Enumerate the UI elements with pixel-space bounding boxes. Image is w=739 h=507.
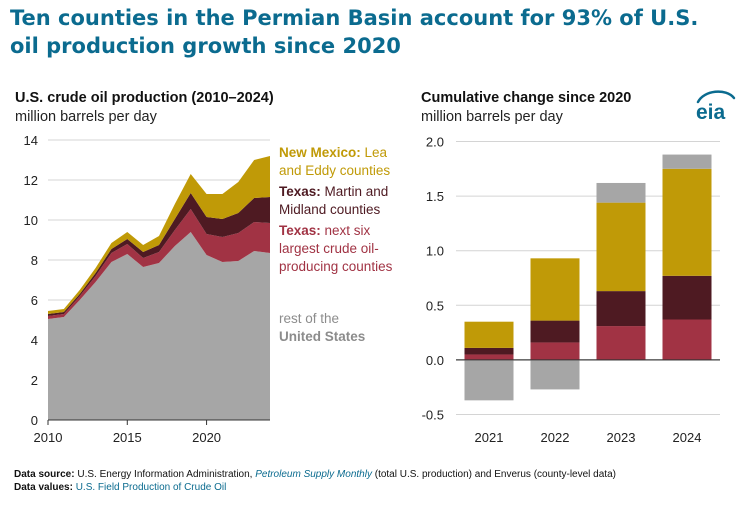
bar-texas_six-2021 (464, 354, 514, 360)
label-new-mexico-line2: and Eddy counties (279, 163, 390, 178)
bar-rest_us-2021 (464, 359, 514, 401)
bar-texas_six-2023 (596, 326, 646, 360)
y-tick-label: 0.5 (426, 298, 444, 313)
y-tick-label: 14 (24, 133, 38, 148)
x-tick-label: 2020 (192, 430, 221, 445)
label-new-mexico: New Mexico: Lea (279, 145, 388, 160)
label-texas-martin: Texas: Martin and (279, 184, 388, 199)
data-source-label: Data source: (14, 469, 75, 480)
area-new_mexico (48, 156, 270, 314)
label-texas-martin-line2: Midland counties (279, 202, 381, 217)
y-tick-label: 6 (31, 293, 38, 308)
y-tick-label: -0.5 (422, 408, 444, 423)
y-tick-label: 2.0 (426, 134, 444, 149)
label-texas-six: Texas: next six (279, 223, 371, 238)
x-tick-label: 2024 (673, 430, 702, 445)
field-production-link[interactable]: U.S. Field Production of Crude Oil (75, 482, 227, 493)
petroleum-supply-monthly-link[interactable]: Petroleum Supply Monthly (255, 469, 372, 480)
data-values-line: Data values: U.S. Field Production of Cr… (14, 482, 226, 493)
y-tick-label: 10 (24, 213, 38, 228)
data-source-text2: (total U.S. production) and Enverus (cou… (374, 469, 616, 480)
bar-texas_martin-2021 (464, 347, 514, 355)
bar-texas_martin-2024 (662, 275, 712, 320)
bar-texas_martin-2022 (530, 320, 580, 343)
bar-texas_six-2024 (662, 319, 712, 360)
bar-new_mexico-2021 (464, 321, 514, 348)
data-values-label: Data values: (14, 482, 73, 493)
label-texas-six-line2: largest crude oil- (279, 241, 379, 256)
bar-texas_six-2022 (530, 342, 580, 360)
y-tick-label: 2 (31, 373, 38, 388)
left-chart-title: U.S. crude oil production (2010–2024) (15, 90, 274, 106)
y-tick-label: 0 (31, 413, 38, 428)
bar-rest_us-2022 (530, 359, 580, 390)
right-chart-unit: million barrels per day (421, 109, 563, 125)
label-rest-us-line2: United States (279, 329, 365, 344)
left-area-chart: 0 2 4 6 8 10 12 14 2010 2015 2020 New Mexico: Lea an… (24, 133, 393, 445)
right-bar-chart: 2.0 1.5 1.0 0.5 0.0 -0.5 2021 2022 2023 2024 (422, 134, 720, 445)
y-tick-label: 1.0 (426, 244, 444, 259)
bar-new_mexico-2023 (596, 202, 646, 292)
bar-texas_martin-2023 (596, 291, 646, 327)
x-tick-label: 2022 (541, 430, 570, 445)
y-tick-label: 0.0 (426, 353, 444, 368)
area-texas_martin (48, 193, 270, 316)
bar-rest_us-2024 (662, 154, 712, 169)
x-tick-label: 2021 (475, 430, 504, 445)
label-texas-six-line3: producing counties (279, 259, 393, 274)
label-rest-us: rest of the (279, 311, 339, 326)
bar-rest_us-2023 (596, 182, 646, 203)
area-texas_six (48, 209, 270, 319)
y-tick-label: 4 (31, 333, 38, 348)
left-chart-unit: million barrels per day (15, 109, 157, 125)
x-tick-label: 2015 (113, 430, 142, 445)
y-tick-label: 8 (31, 253, 38, 268)
data-source-text1: U.S. Energy Information Administration, (77, 469, 253, 480)
data-source-line: Data source: U.S. Energy Information Adm… (14, 469, 616, 480)
y-tick-label: 1.5 (426, 189, 444, 204)
right-chart-title: Cumulative change since 2020 (421, 90, 632, 106)
area-rest_us (48, 232, 270, 420)
bar-new_mexico-2022 (530, 258, 580, 321)
svg-text:eia: eia (696, 101, 726, 124)
bar-new_mexico-2024 (662, 168, 712, 276)
y-tick-label: 12 (24, 173, 38, 188)
x-tick-label: 2010 (34, 430, 63, 445)
eia-logo[interactable]: eia (692, 88, 738, 124)
headline: Ten counties in the Permian Basin accoun… (10, 6, 699, 58)
x-tick-label: 2023 (607, 430, 636, 445)
